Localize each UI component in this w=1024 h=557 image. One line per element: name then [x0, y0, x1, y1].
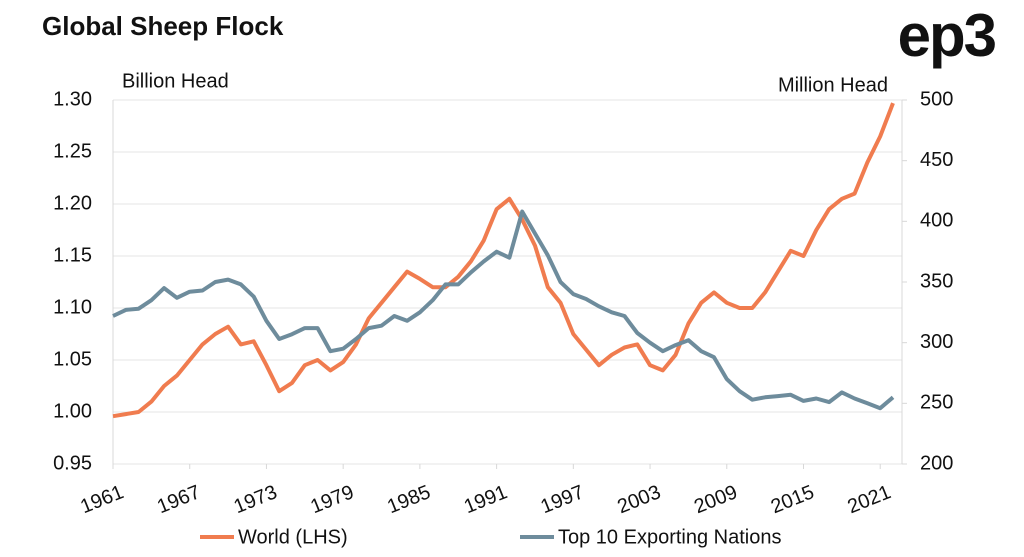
x-tick-label: 1973	[231, 481, 281, 518]
y2-tick-label: 350	[920, 270, 953, 292]
x-tick-label: 1991	[461, 481, 511, 518]
y2-tick-label: 400	[920, 210, 953, 232]
y-tick-label: 1.25	[53, 140, 92, 162]
x-tick-label: 2003	[614, 481, 664, 518]
y-axis-title: Billion Head	[122, 70, 229, 92]
chart-title: Global Sheep Flock	[42, 11, 284, 41]
series-line	[112, 102, 895, 419]
y2-tick-label: 450	[920, 149, 953, 171]
x-tick-label: 1979	[308, 481, 358, 518]
x-tick-label: 2021	[845, 481, 895, 518]
y-tick-label: 1.00	[53, 400, 92, 422]
y-tick-label: 0.95	[53, 452, 92, 474]
y2-tick-label: 250	[920, 392, 953, 414]
legend-label: World (LHS)	[238, 526, 348, 548]
x-tick-label: 1967	[154, 481, 204, 518]
x-tick-label: 1961	[77, 481, 127, 518]
x-tick-label: 1997	[538, 481, 588, 518]
legend-label: Top 10 Exporting Nations	[558, 526, 781, 548]
y-tick-label: 1.20	[53, 192, 92, 214]
series-line	[112, 209, 895, 411]
y2-tick-label: 200	[920, 452, 953, 474]
x-tick-label: 1985	[384, 481, 434, 518]
y2-tick-label: 500	[920, 88, 953, 110]
y-tick-label: 1.05	[53, 348, 92, 370]
y2-axis-title: Million Head	[778, 74, 888, 96]
x-tick-label: 2009	[691, 481, 741, 518]
x-tick-label: 2015	[768, 481, 818, 518]
logo: ep3	[898, 2, 996, 69]
y-tick-label: 1.15	[53, 244, 92, 266]
y-tick-label: 1.30	[53, 88, 92, 110]
y2-tick-label: 300	[920, 331, 953, 353]
y-tick-label: 1.10	[53, 296, 92, 318]
